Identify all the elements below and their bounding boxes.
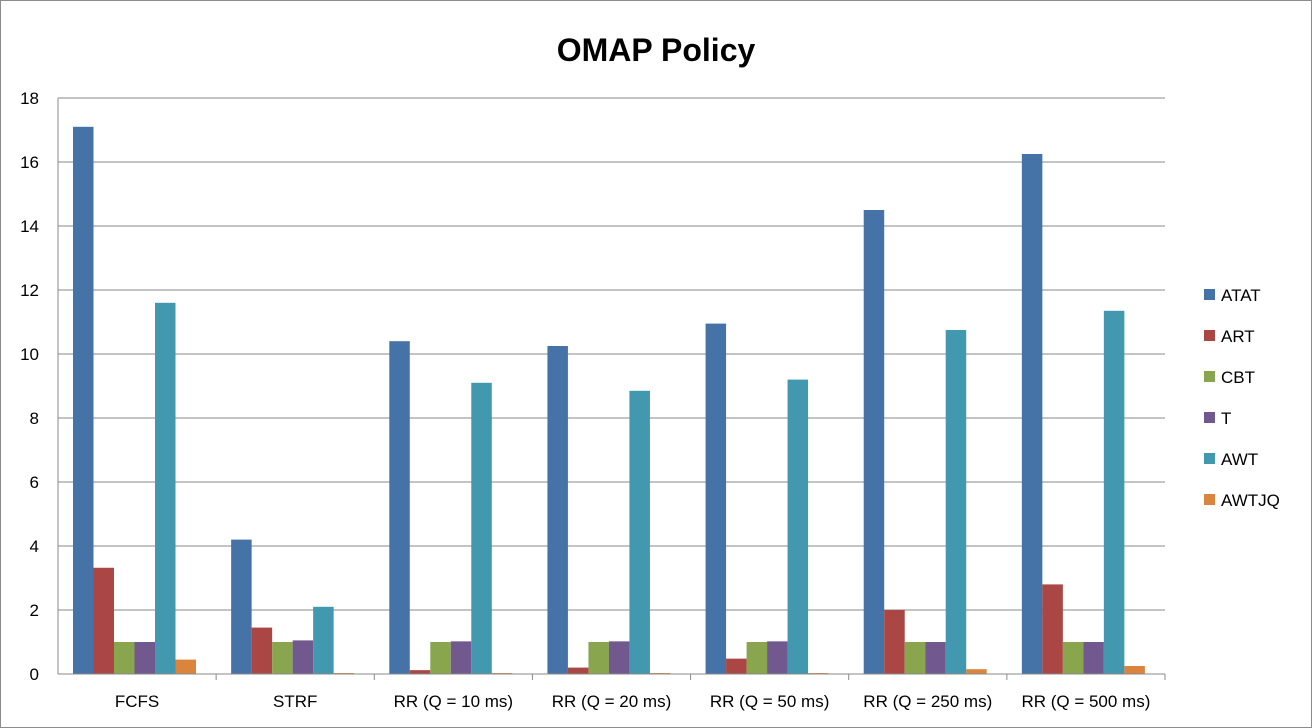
bar-atat-3: [547, 346, 568, 674]
bar-awtjq-6: [1124, 666, 1145, 674]
bars: [73, 126, 1145, 675]
bar-atat-4: [705, 323, 727, 674]
bar-t-6: [1083, 642, 1104, 674]
y-tick-label: 4: [30, 537, 39, 556]
y-tick-label: 12: [20, 281, 39, 300]
y-tick-label: 10: [20, 345, 39, 364]
legend-swatch-cbt: [1204, 371, 1215, 382]
bar-art-5: [884, 610, 905, 674]
gridlines: [58, 97, 1165, 611]
bar-cbt-5: [904, 642, 926, 674]
bar-awt-3: [629, 390, 650, 674]
legend-swatch-art: [1204, 330, 1215, 341]
bar-cbt-6: [1062, 642, 1084, 674]
y-tick-label: 2: [30, 601, 39, 620]
legend-swatch-awtjq: [1204, 494, 1215, 505]
bar-awt-4: [787, 379, 809, 674]
bar-atat-5: [863, 210, 885, 674]
axes: 0 2 4 6 8 10 12 14 16 18 FCFS STRF RR (Q = 10 ms) RR …: [20, 89, 1166, 711]
legend-swatch-atat: [1204, 289, 1215, 300]
legend-label-atat: ATAT: [1221, 286, 1261, 305]
x-category-label: RR (Q = 10 ms): [394, 692, 514, 711]
bar-t-1: [292, 640, 314, 674]
legend-label-awtjq: AWTJQ: [1221, 491, 1280, 510]
y-tick-label: 18: [20, 89, 39, 108]
bar-art-3: [567, 667, 589, 674]
bar-art-2: [409, 670, 431, 674]
bar-atat-6: [1021, 154, 1043, 674]
bar-awtjq-0: [175, 659, 196, 674]
y-tick-label: 8: [30, 409, 39, 428]
bar-awt-2: [471, 382, 492, 674]
chart-title: OMAP Policy: [557, 32, 756, 68]
y-tick-label: 6: [30, 473, 39, 492]
bar-awtjq-5: [966, 669, 987, 674]
bar-cbt-4: [746, 642, 768, 674]
bar-atat-2: [389, 341, 410, 674]
bar-awt-1: [313, 606, 334, 674]
y-tick-label: 16: [20, 153, 39, 172]
bar-cbt-1: [272, 642, 293, 674]
bar-cbt-0: [114, 642, 135, 674]
legend-label-art: ART: [1221, 327, 1255, 346]
bar-art-1: [251, 627, 273, 674]
bar-t-3: [608, 641, 630, 674]
bar-cbt-3: [588, 642, 609, 674]
bar-t-4: [767, 641, 788, 674]
x-category-label: STRF: [273, 692, 317, 711]
bar-art-4: [726, 658, 747, 674]
bar-cbt-2: [430, 642, 451, 674]
bar-awt-0: [155, 302, 176, 674]
bar-t-0: [134, 642, 155, 674]
bar-awt-6: [1103, 310, 1125, 674]
bar-art-0: [93, 567, 114, 674]
bar-art-6: [1042, 584, 1063, 674]
legend-label-cbt: CBT: [1221, 368, 1255, 387]
legend: ATAT ART CBT T AWT AWTJQ: [1204, 286, 1280, 510]
y-tick-label: 0: [30, 665, 39, 684]
bar-t-5: [925, 642, 946, 674]
bar-atat-1: [231, 539, 252, 674]
bar-awt-5: [945, 330, 967, 674]
bar-atat-0: [73, 126, 94, 675]
x-category-label: RR (Q = 20 ms): [552, 692, 672, 711]
y-tick-label: 14: [20, 217, 39, 236]
x-category-label: RR (Q = 50 ms): [710, 692, 830, 711]
legend-swatch-awt: [1204, 453, 1215, 464]
legend-swatch-t: [1204, 412, 1215, 423]
legend-label-t: T: [1221, 409, 1231, 428]
legend-label-awt: AWT: [1221, 450, 1258, 469]
x-category-label: RR (Q = 500 ms): [1021, 692, 1150, 711]
x-category-label: RR (Q = 250 ms): [863, 692, 992, 711]
bar-t-2: [450, 641, 472, 674]
x-category-label: FCFS: [115, 692, 159, 711]
